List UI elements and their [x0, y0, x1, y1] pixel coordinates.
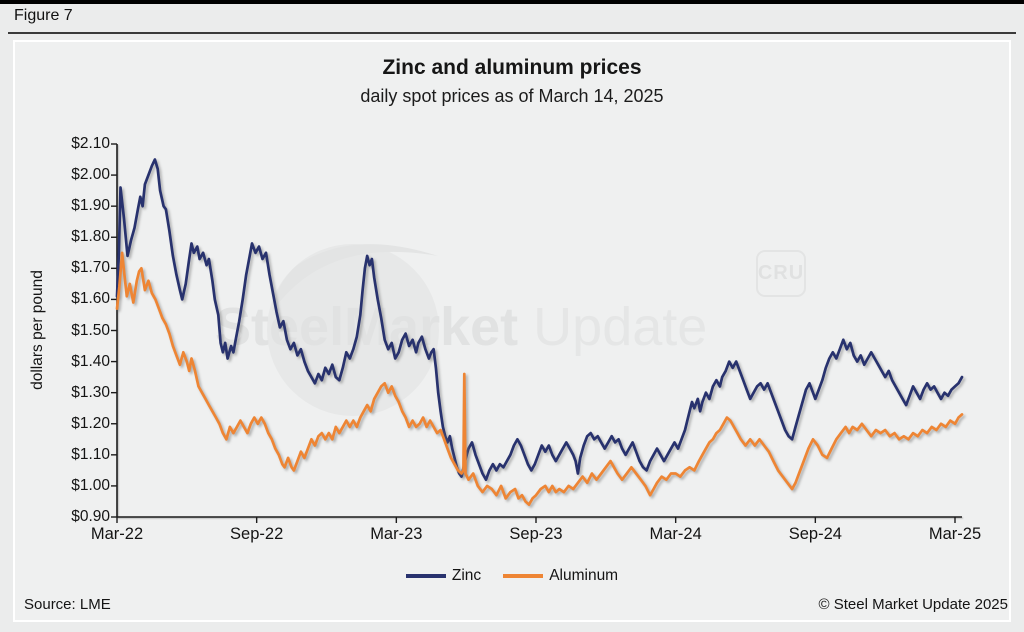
- series-line-zinc: [115, 158, 964, 482]
- y-tick-label: $1.60: [71, 290, 110, 308]
- x-tick-label: Mar-25: [928, 525, 982, 543]
- y-tick-label: $1.30: [71, 383, 110, 401]
- chart-subtitle: daily spot prices as of March 14, 2025: [360, 86, 664, 106]
- y-tick-label: $1.10: [71, 445, 110, 463]
- x-tick-label: Sep-22: [230, 525, 284, 543]
- y-tick-label: $0.90: [71, 508, 110, 525]
- figure-label: Figure 7: [14, 7, 73, 24]
- y-tick-label: $1.20: [71, 414, 110, 432]
- chart-legend: Zinc Aluminum: [13, 567, 1011, 585]
- y-tick-label: $1.80: [71, 228, 110, 246]
- legend-item-aluminum: Aluminum: [503, 567, 618, 585]
- y-tick-label: $2.00: [71, 166, 110, 184]
- y-tick-label: $1.50: [71, 321, 110, 339]
- y-tick-label: $1.00: [71, 476, 110, 494]
- top-black-bar: [0, 0, 1024, 4]
- figure-rule-divider: [8, 32, 1016, 34]
- series-line-aluminum: [115, 251, 964, 506]
- y-tick-label: $1.40: [71, 352, 110, 370]
- x-tick-label: Sep-23: [509, 525, 563, 543]
- legend-label: Zinc: [451, 567, 482, 584]
- chart-title: Zinc and aluminum prices: [382, 56, 642, 79]
- y-tick-label: $2.10: [71, 135, 110, 152]
- x-tick-label: Mar-24: [649, 525, 702, 543]
- watermark-market: Market: [344, 297, 519, 357]
- legend-swatch-aluminum: [503, 574, 544, 578]
- x-tick-label: Sep-24: [788, 525, 842, 543]
- watermark-update: Update: [518, 297, 708, 357]
- y-tick-label: $1.90: [71, 197, 110, 215]
- legend-label: Aluminum: [549, 567, 619, 584]
- x-tick-label: Mar-23: [370, 525, 423, 543]
- chart-card: [13, 40, 1011, 622]
- legend-item-zinc: Zinc: [405, 567, 482, 585]
- source-note: Source: LME: [24, 596, 111, 613]
- legend-swatch-zinc: [405, 574, 446, 578]
- y-tick-label: $1.70: [71, 259, 110, 277]
- watermark-text: SteelMarket Update: [215, 296, 707, 358]
- cru-logo-icon: CRU: [756, 250, 806, 297]
- copyright-note: © Steel Market Update 2025: [818, 596, 1009, 613]
- x-tick-label: Mar-22: [90, 525, 144, 543]
